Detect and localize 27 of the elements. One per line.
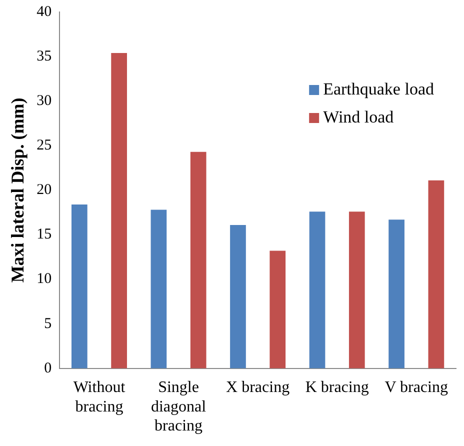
- bar: [71, 204, 88, 368]
- y-tick-label: 0: [44, 360, 52, 376]
- bar: [388, 220, 404, 368]
- legend-label: Earthquake load: [323, 79, 434, 98]
- bar: [230, 224, 246, 368]
- bar: [150, 210, 167, 368]
- y-tick-label: 35: [36, 48, 52, 64]
- y-tick-label: 5: [44, 316, 52, 332]
- y-tick-label: 40: [36, 4, 52, 20]
- y-tick-label: 30: [36, 93, 52, 110]
- bar: [309, 212, 326, 368]
- x-tick-label: V bracing: [384, 379, 448, 396]
- x-tick-label: Without bracing: [73, 379, 126, 416]
- x-tick-label: X bracing: [226, 379, 290, 396]
- bar: [348, 212, 365, 368]
- bar: [270, 250, 286, 368]
- x-tick-label: Single diagonal bracing: [150, 379, 207, 435]
- x-tick-label: K bracing: [305, 379, 369, 396]
- y-tick-label: 25: [36, 138, 52, 154]
- bar: [428, 180, 444, 368]
- y-axis-title: Maxi lateral Disp. (mm): [7, 98, 28, 283]
- y-tick-label: 10: [36, 271, 52, 288]
- y-tick-label: 15: [36, 226, 52, 243]
- bar: [111, 52, 127, 368]
- y-tick-label: 20: [36, 182, 52, 198]
- bar: [190, 152, 206, 368]
- legend-label: Wind load: [323, 107, 394, 126]
